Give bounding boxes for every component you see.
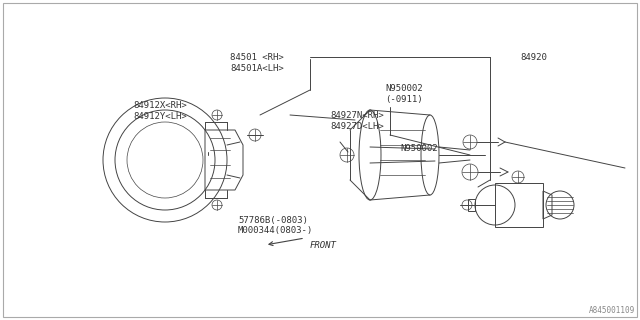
Text: A845001109: A845001109 xyxy=(589,306,635,315)
Text: N950002: N950002 xyxy=(385,84,422,92)
Text: 84501A<LH>: 84501A<LH> xyxy=(230,63,284,73)
Text: 57786B(-0803): 57786B(-0803) xyxy=(238,215,308,225)
Text: M000344(0803-): M000344(0803-) xyxy=(238,227,313,236)
Text: 84912Y<LH>: 84912Y<LH> xyxy=(133,111,187,121)
Bar xyxy=(495,183,543,227)
Text: 84912X<RH>: 84912X<RH> xyxy=(133,100,187,109)
Text: 84927D<LH>: 84927D<LH> xyxy=(330,122,384,131)
Text: 84927N<RH>: 84927N<RH> xyxy=(330,110,384,119)
Text: FRONT: FRONT xyxy=(310,241,337,250)
Text: 84501 <RH>: 84501 <RH> xyxy=(230,52,284,61)
Text: 84920: 84920 xyxy=(520,52,547,61)
Text: N950002: N950002 xyxy=(400,143,438,153)
Text: (-0911): (-0911) xyxy=(385,94,422,103)
